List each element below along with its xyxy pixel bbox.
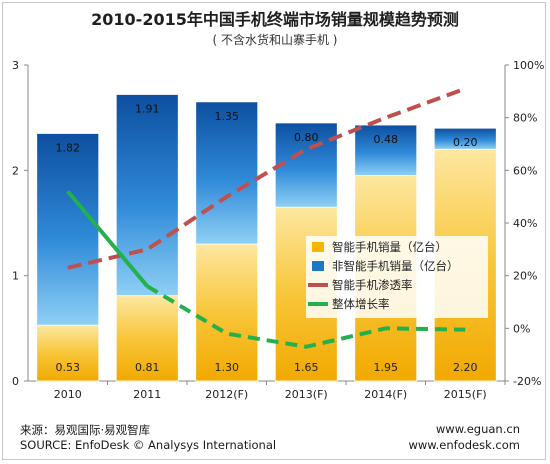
bar-non-smartphone (115, 94, 179, 297)
line-overall-growth-dashed (146, 284, 466, 349)
legend-box (306, 236, 488, 318)
bar-non-smartphone-value-label: 1.82 (56, 141, 81, 154)
bar-smartphone-value-label: 0.81 (135, 361, 160, 374)
x-tick-label: 2013(F) (285, 388, 328, 401)
y-left-tick-label: 3 (12, 59, 19, 72)
y-right-tick-label: 60% (513, 164, 537, 177)
x-tick-label: 2015(F) (444, 388, 487, 401)
bar-non-smartphone (354, 124, 418, 177)
y-left-tick-label: 2 (12, 164, 19, 177)
bar-non-smartphone (36, 133, 100, 326)
bar-smartphone (115, 295, 179, 382)
x-tick-label: 2010 (54, 388, 82, 401)
legend-label: 智能手机渗透率 (332, 278, 413, 292)
bar-smartphone-value-label: 1.95 (374, 361, 399, 374)
legend-label: 非智能手机销量（亿台） (332, 259, 459, 273)
y-right-tick-label: 0% (513, 322, 530, 335)
y-left-tick-label: 1 (12, 270, 19, 283)
y-right-tick-label: 100% (513, 59, 544, 72)
x-tick-label: 2014(F) (364, 388, 407, 401)
y-right-tick-label: 20% (513, 270, 537, 283)
bar-non-smartphone-value-label: 1.91 (135, 102, 160, 115)
bar-non-smartphone-value-label: 0.80 (294, 131, 319, 144)
bar-non-smartphone (195, 101, 259, 245)
website-eguan: www.eguan.cn (435, 422, 520, 436)
y-right-tick-label: -20% (513, 375, 541, 388)
bar-non-smartphone-value-label: 0.48 (374, 133, 399, 146)
chart-subtitle: ( 不含水货和山寨手机 ) (212, 33, 338, 47)
legend-swatch (312, 242, 324, 252)
bar-non-smartphone (433, 127, 497, 150)
bar-non-smartphone-value-label: 0.20 (453, 136, 478, 149)
website-enfodesk: www.enfodesk.com (408, 438, 520, 452)
x-tick-label: 2012(F) (205, 388, 248, 401)
chart-title: 2010-2015年中国手机终端市场销量规模趋势预测 (91, 10, 459, 29)
bar-smartphone-value-label: 1.30 (215, 361, 240, 374)
legend-label: 整体增长率 (332, 297, 390, 311)
line-penetration-rate (67, 86, 466, 270)
legend-label: 智能手机销量（亿台） (332, 240, 447, 254)
bar-non-smartphone (274, 122, 338, 208)
bar-smartphone (195, 243, 259, 382)
y-left-tick-label: 0 (12, 375, 19, 388)
source-en: SOURCE: EnfoDesk © Analysys Internationa… (20, 438, 277, 452)
source-cn: 来源：易观国际·易观智库 (20, 423, 151, 437)
x-tick-label: 2011 (133, 388, 161, 401)
y-right-tick-label: 40% (513, 217, 537, 230)
legend-swatch (312, 261, 324, 271)
y-right-tick-label: 80% (513, 112, 537, 125)
bar-smartphone-value-label: 1.65 (294, 361, 319, 374)
line-overall-growth-solid (66, 190, 149, 288)
bar-non-smartphone-value-label: 1.35 (215, 110, 240, 123)
bar-smartphone-value-label: 0.53 (56, 361, 81, 374)
bar-smartphone (36, 324, 100, 382)
bar-smartphone-value-label: 2.20 (453, 361, 478, 374)
